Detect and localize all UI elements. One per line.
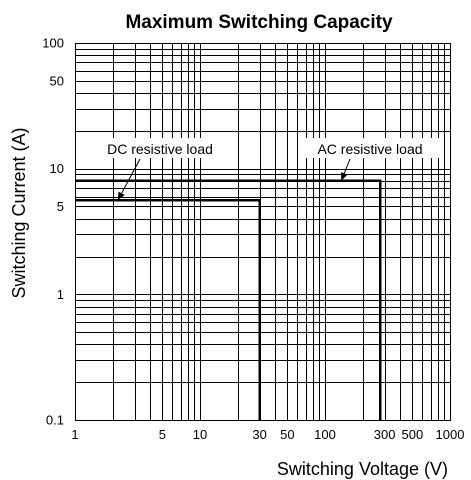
y-tick-label: 5 [57, 199, 64, 214]
series-group [75, 179, 382, 420]
tick-labels: 1 5 10 30 50 100 300 500 1000 0.1 1 5 10 50 100 [42, 36, 464, 443]
annotation-arrowhead [117, 191, 125, 201]
x-tick-label: 5 [159, 427, 166, 442]
x-tick-label: 1 [71, 427, 78, 442]
x-tick-label: 10 [193, 427, 207, 442]
y-tick-label: 1 [57, 287, 64, 302]
annotation-label: AC resistive load [317, 141, 422, 157]
annotation-box [90, 138, 230, 158]
grid [74, 42, 452, 422]
annotation-arrowhead [341, 172, 348, 181]
x-tick-label: 100 [314, 427, 336, 442]
y-tick-label: 10 [50, 161, 64, 176]
x-tick-label: 300 [374, 427, 396, 442]
annotations: DC resistive load AC resistive load [90, 138, 440, 201]
plot-frame [74, 42, 452, 422]
x-tick-label: 50 [280, 427, 294, 442]
chart-title: Maximum Switching Capacity [125, 12, 393, 33]
annotation-box [300, 138, 440, 158]
annotation-label: DC resistive load [107, 141, 213, 157]
y-axis-title: Switching Current (A) [9, 127, 29, 298]
series-0-line [75, 199, 261, 420]
y-tick-label: 50 [50, 73, 64, 88]
y-tick-label: 100 [42, 36, 64, 51]
x-tick-label: 1000 [436, 427, 465, 442]
y-tick-label: 0.1 [46, 413, 64, 428]
x-tick-label: 30 [252, 427, 266, 442]
x-tick-label: 500 [402, 427, 424, 442]
x-axis-title: Switching Voltage (V) [277, 459, 448, 479]
series-1-line [75, 179, 382, 420]
